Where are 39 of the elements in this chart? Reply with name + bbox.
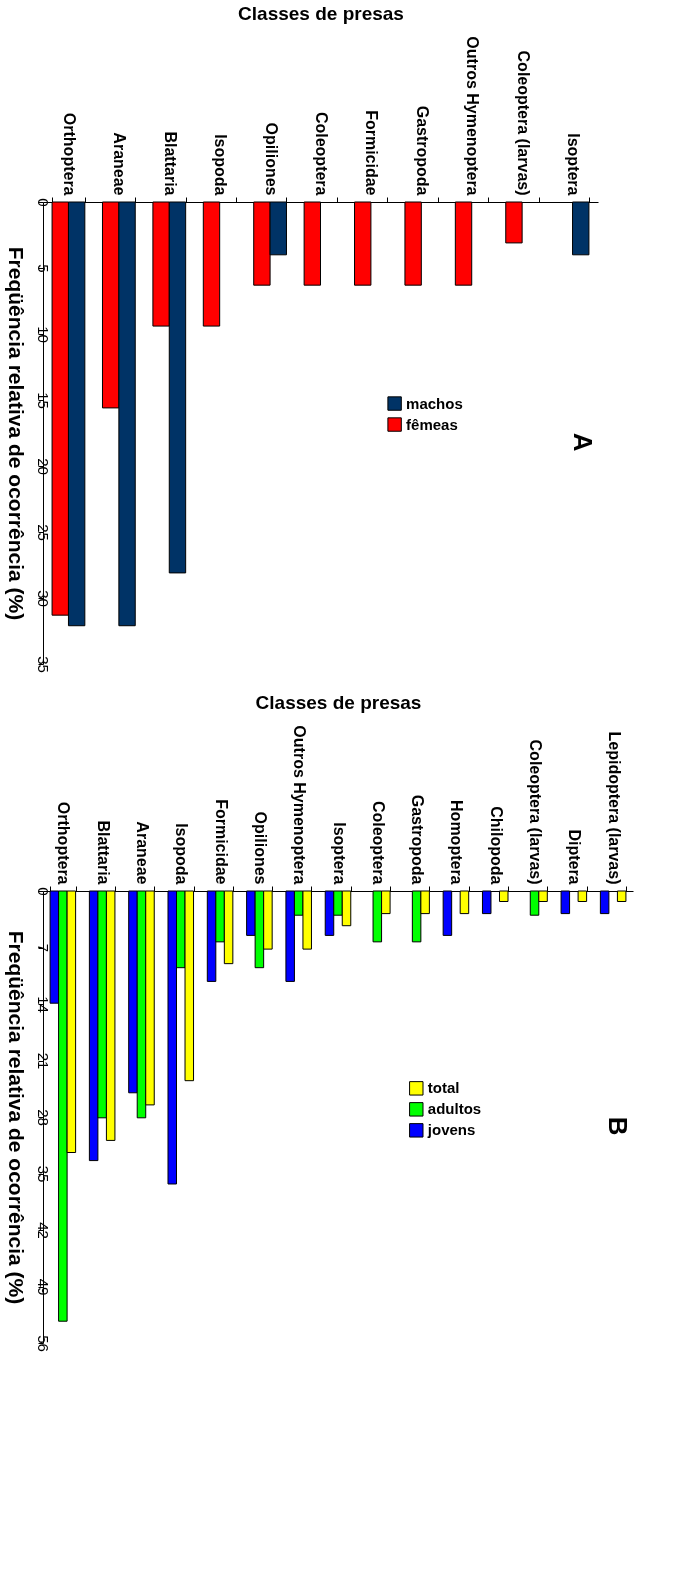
x-tick-label: Coleoptera xyxy=(313,111,330,196)
x-axis-title: Classes de presas xyxy=(238,3,404,25)
x-tick-label: Formicidae xyxy=(212,799,230,885)
x-tick-label: Isopoda xyxy=(173,823,191,885)
x-tick-label: Homoptera xyxy=(448,800,466,885)
x-tick-label: Coleoptera xyxy=(369,800,387,885)
x-tick-label: Coleoptera (larvas) xyxy=(514,50,532,196)
text: B xyxy=(603,1116,633,1136)
x-tick-label: Chilopoda xyxy=(487,806,505,885)
x-axis-title: Classes de presas xyxy=(255,692,422,714)
x-tick-label: Araneae xyxy=(133,821,151,885)
legend-label: adultos xyxy=(427,1100,482,1118)
x-tick-label: Isoptera xyxy=(565,133,583,196)
legend-label: fêmeas xyxy=(406,415,458,433)
legend-label: jovens xyxy=(426,1121,476,1139)
x-tick-label: Orthoptera xyxy=(55,801,73,885)
y-axis-title: Freqüência relativa de ocorrência (%) xyxy=(4,930,28,1305)
x-tick-label: Blattaria xyxy=(161,131,179,196)
y-axis-title: Freqüência relativa de ocorrência (%) xyxy=(4,246,28,621)
x-tick-label: Formicidae xyxy=(363,110,381,196)
x-tick-label: Gastropoda xyxy=(409,794,427,885)
x-tick-label: Outros Hymenoptera xyxy=(464,36,482,196)
legend-label: machos xyxy=(406,394,463,412)
x-tick-label: Araneae xyxy=(111,132,129,196)
x-tick-label: Isoptera xyxy=(330,822,348,885)
x-tick-label: Outros Hymenoptera xyxy=(291,725,309,885)
text: A xyxy=(568,432,598,452)
x-tick-label: Isopoda xyxy=(212,134,230,196)
legend-label: total xyxy=(427,1079,460,1097)
x-tick-label: Lepidoptera (larvas) xyxy=(605,731,623,885)
y-tick-label: 56 xyxy=(34,1335,52,1352)
x-tick-label: Gastropoda xyxy=(413,105,431,196)
x-tick-label: Blattaria xyxy=(94,820,112,885)
x-tick-label: Orthoptera xyxy=(60,112,78,196)
x-tick-label: Opiliones xyxy=(262,122,280,196)
y-tick-label: 21 xyxy=(34,1052,52,1070)
x-tick-label: Opiliones xyxy=(251,811,269,885)
x-tick-label: Diptera xyxy=(566,829,584,885)
x-tick-label: Coleoptera (larvas) xyxy=(527,739,545,885)
